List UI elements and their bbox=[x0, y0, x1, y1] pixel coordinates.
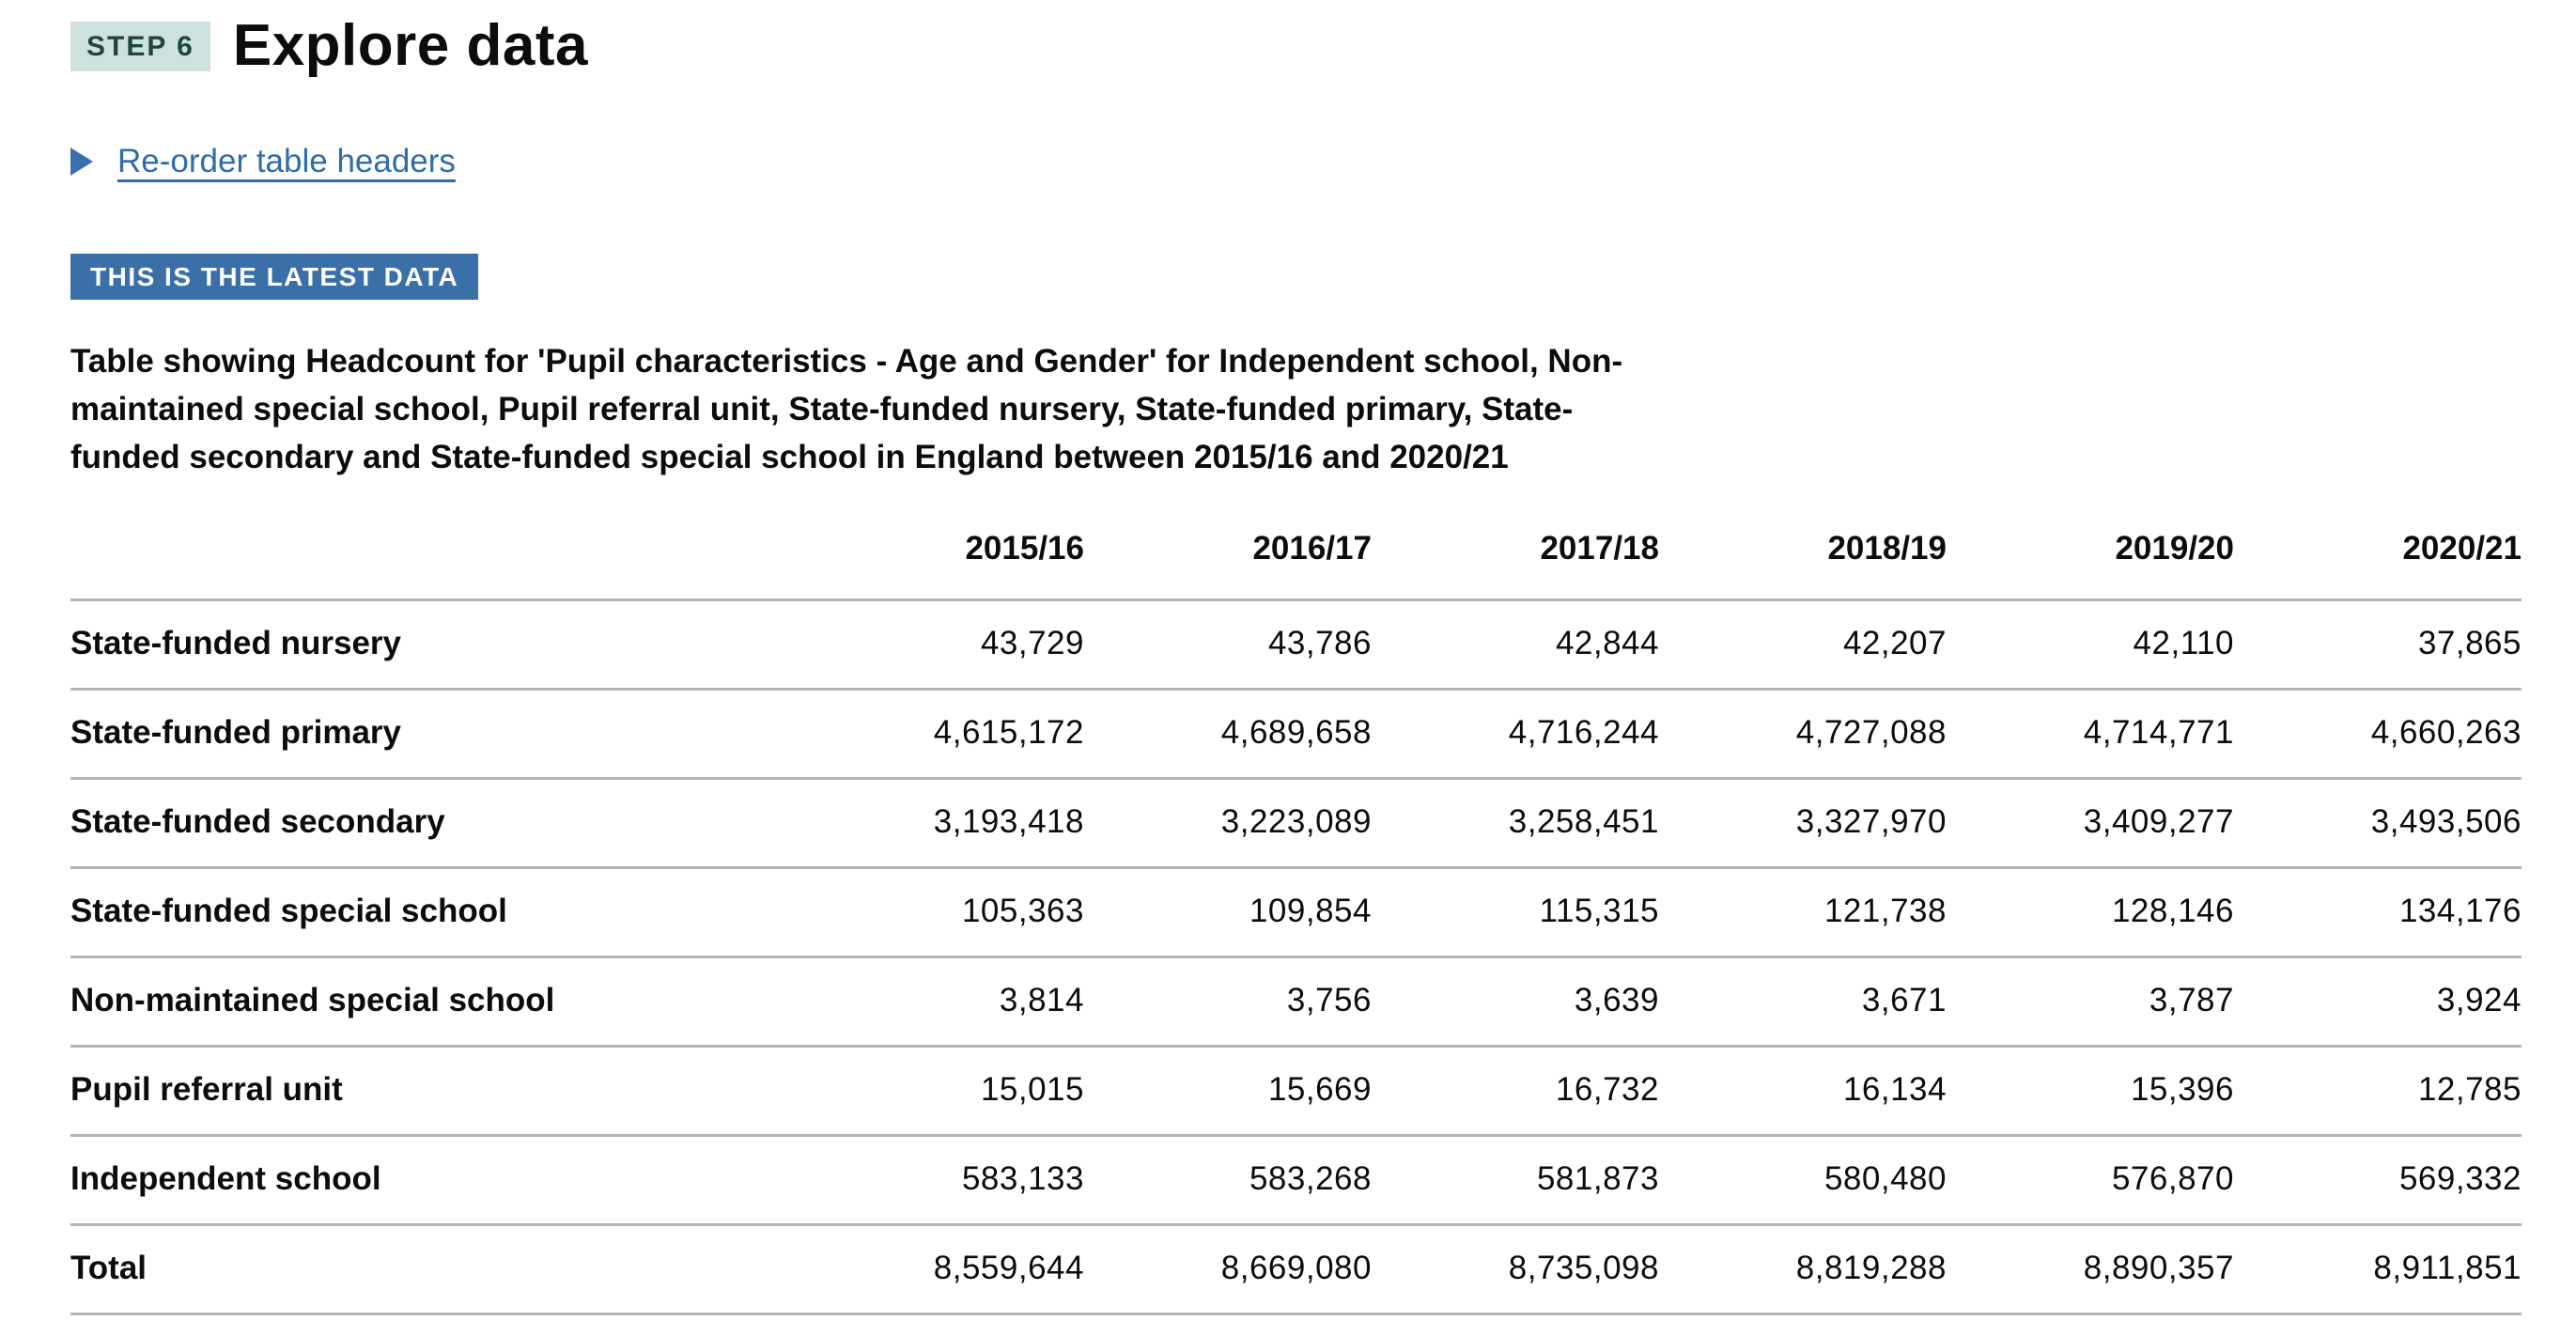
table-row: Non-maintained special school 3,814 3,756 3… bbox=[70, 956, 2522, 1048]
cell-value: 115,315 bbox=[1372, 867, 1659, 958]
table-header-row: 2015/16 2016/17 2017/18 2018/19 2019/20 2020/… bbox=[70, 530, 2522, 601]
cell-value: 42,207 bbox=[1659, 599, 1947, 691]
cell-value: 42,110 bbox=[1947, 599, 2234, 691]
year-column-header: 2017/18 bbox=[1372, 530, 1659, 601]
table-row: Pupil referral unit 15,015 15,669 16,732 16,… bbox=[70, 1046, 2522, 1137]
cell-value: 3,258,451 bbox=[1372, 778, 1659, 869]
cell-value: 8,669,080 bbox=[1084, 1224, 1372, 1315]
headcount-table: 2015/16 2016/17 2017/18 2018/19 2019/20 2020/… bbox=[70, 530, 2522, 1315]
row-label: Total bbox=[70, 1224, 797, 1315]
page-heading-row: STEP 6 Explore data bbox=[70, 9, 2522, 83]
cell-value: 581,873 bbox=[1372, 1135, 1659, 1226]
cell-value: 4,727,088 bbox=[1659, 689, 1947, 780]
cell-value: 8,911,851 bbox=[2234, 1224, 2522, 1315]
table-row: Independent school 583,133 583,268 581,873 5… bbox=[70, 1135, 2522, 1226]
cell-value: 128,146 bbox=[1947, 867, 2234, 958]
cell-value: 3,671 bbox=[1659, 956, 1947, 1048]
cell-value: 134,176 bbox=[2234, 867, 2522, 958]
cell-value: 15,015 bbox=[797, 1046, 1084, 1137]
cell-value: 3,814 bbox=[797, 956, 1084, 1048]
cell-value: 42,844 bbox=[1372, 599, 1659, 691]
row-label: State-funded special school bbox=[70, 867, 797, 958]
table-caption: Table showing Headcount for 'Pupil chara… bbox=[70, 343, 1623, 475]
cell-value: 569,332 bbox=[2234, 1135, 2522, 1226]
cell-value: 3,787 bbox=[1947, 956, 2234, 1048]
cell-value: 3,639 bbox=[1372, 956, 1659, 1048]
cell-value: 43,786 bbox=[1084, 599, 1372, 691]
year-column-header: 2016/17 bbox=[1084, 530, 1372, 601]
cell-value: 43,729 bbox=[797, 599, 1084, 691]
cell-value: 576,870 bbox=[1947, 1135, 2234, 1226]
cell-value: 8,559,644 bbox=[797, 1224, 1084, 1315]
chevron-right-icon bbox=[70, 148, 93, 176]
cell-value: 580,480 bbox=[1659, 1135, 1947, 1226]
cell-value: 4,660,263 bbox=[2234, 689, 2522, 780]
step-badge: STEP 6 bbox=[70, 21, 210, 71]
cell-value: 8,735,098 bbox=[1372, 1224, 1659, 1315]
table-row: State-funded secondary 3,193,418 3,223,089… bbox=[70, 778, 2522, 869]
cell-value: 3,223,089 bbox=[1084, 778, 1372, 869]
cell-value: 15,669 bbox=[1084, 1046, 1372, 1137]
cell-value: 4,714,771 bbox=[1947, 689, 2234, 780]
row-label: State-funded nursery bbox=[70, 599, 797, 691]
cell-value: 37,865 bbox=[2234, 599, 2522, 691]
cell-value: 4,615,172 bbox=[797, 689, 1084, 780]
page-title: Explore data bbox=[232, 12, 588, 78]
row-label: Pupil referral unit bbox=[70, 1046, 797, 1137]
cell-value: 105,363 bbox=[797, 867, 1084, 958]
row-label: State-funded secondary bbox=[70, 778, 797, 869]
table-row: Total 8,559,644 8,669,080 8,735,098 8,819,28… bbox=[70, 1224, 2522, 1315]
cell-value: 12,785 bbox=[2234, 1046, 2522, 1137]
year-column-header: 2018/19 bbox=[1659, 530, 1947, 601]
table-row: State-funded nursery 43,729 43,786 42,844 42… bbox=[70, 599, 2522, 691]
cell-value: 4,689,658 bbox=[1084, 689, 1372, 780]
reorder-table-headers-toggle[interactable]: Re-order table headers bbox=[70, 143, 456, 180]
cell-value: 16,732 bbox=[1372, 1046, 1659, 1137]
cell-value: 3,193,418 bbox=[797, 778, 1084, 869]
cell-value: 3,493,506 bbox=[2234, 778, 2522, 869]
cell-value: 583,268 bbox=[1084, 1135, 1372, 1226]
year-column-header: 2020/21 bbox=[2234, 530, 2522, 601]
cell-value: 4,716,244 bbox=[1372, 689, 1659, 780]
year-column-header: 2019/20 bbox=[1947, 530, 2234, 601]
reorder-table-headers-link[interactable]: Re-order table headers bbox=[117, 143, 456, 179]
cell-value: 8,819,288 bbox=[1659, 1224, 1947, 1315]
year-column-header: 2015/16 bbox=[797, 530, 1084, 601]
table-row: State-funded special school 105,363 109,85… bbox=[70, 867, 2522, 958]
row-label: Non-maintained special school bbox=[70, 956, 797, 1048]
cell-value: 3,327,970 bbox=[1659, 778, 1947, 869]
table-row: State-funded primary 4,615,172 4,689,658 4,… bbox=[70, 689, 2522, 780]
row-label: Independent school bbox=[70, 1135, 797, 1226]
cell-value: 15,396 bbox=[1947, 1046, 2234, 1137]
cell-value: 8,890,357 bbox=[1947, 1224, 2234, 1315]
latest-data-badge: THIS IS THE LATEST DATA bbox=[70, 254, 479, 300]
row-label: State-funded primary bbox=[70, 689, 797, 780]
row-label-column-header bbox=[70, 530, 797, 601]
cell-value: 3,756 bbox=[1084, 956, 1372, 1048]
cell-value: 3,924 bbox=[2234, 956, 2522, 1048]
cell-value: 109,854 bbox=[1084, 867, 1372, 958]
cell-value: 16,134 bbox=[1659, 1046, 1947, 1137]
cell-value: 121,738 bbox=[1659, 867, 1947, 958]
cell-value: 583,133 bbox=[797, 1135, 1084, 1226]
cell-value: 3,409,277 bbox=[1947, 778, 2234, 869]
